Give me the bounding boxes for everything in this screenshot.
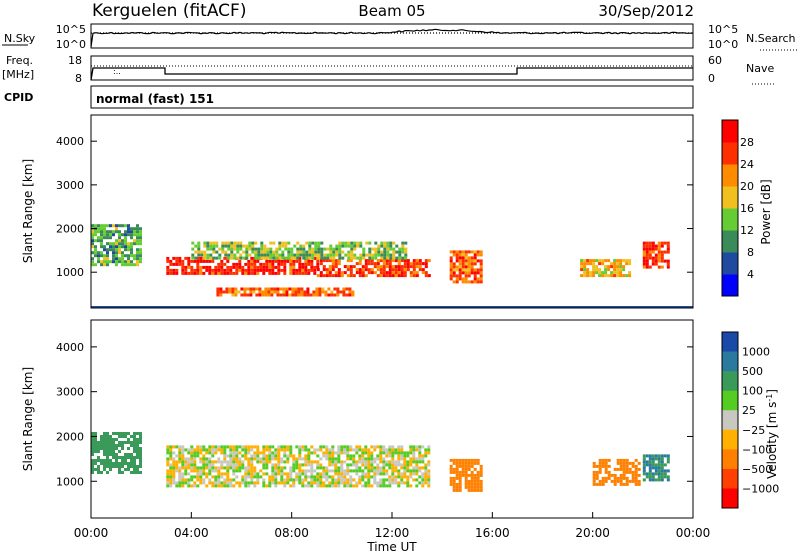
velocity-echo-region bbox=[592, 458, 641, 486]
power-colorbar-swatch bbox=[722, 252, 738, 275]
beam-title: Beam 05 bbox=[358, 2, 425, 20]
nave-label: Nave bbox=[746, 62, 774, 75]
velocity-ytick-label: 4000 bbox=[56, 341, 84, 354]
power-colorbar-tick: 28 bbox=[740, 136, 754, 149]
velocity-colorbar-swatch bbox=[722, 351, 738, 372]
power-colorbar-swatch bbox=[722, 142, 738, 165]
xtick-label: 00:00 bbox=[74, 526, 109, 540]
velocity-colorbar-swatch bbox=[722, 390, 738, 411]
freq-tick-right-bottom: 0 bbox=[708, 72, 715, 85]
velocity-colorbar-tick: 1000 bbox=[742, 346, 770, 359]
power-ytick-label: 2000 bbox=[56, 223, 84, 236]
power-colorbar-swatch bbox=[722, 120, 738, 143]
power-colorbar-swatch bbox=[722, 208, 738, 231]
velocity-echo-region bbox=[166, 445, 431, 488]
frequency-trace bbox=[90, 67, 693, 81]
xlabel: Time UT bbox=[366, 540, 417, 554]
power-ylabel: Slant Range [km] bbox=[21, 159, 35, 263]
velocity-ylabel: Slant Range [km] bbox=[21, 367, 35, 471]
power-colorbar: 4 8 12 16 20 24 28 bbox=[721, 119, 754, 297]
cpid-label: CPID bbox=[4, 91, 33, 104]
velocity-colorbar-swatch bbox=[722, 429, 738, 450]
velocity-ytick-label: 1000 bbox=[56, 475, 84, 488]
xtick-label: 20:00 bbox=[575, 526, 610, 540]
date-title: 30/Sep/2012 bbox=[598, 2, 694, 20]
velocity-colorbar-tick: 500 bbox=[742, 365, 763, 378]
velocity-panel: 1000 2000 3000 4000 00:00 04:00 08:00 12:00 16:0… bbox=[21, 319, 780, 554]
velocity-colorbar-tick: −100 bbox=[742, 443, 772, 456]
power-echo-region bbox=[642, 241, 670, 269]
power-ytick-label: 1000 bbox=[56, 266, 84, 279]
velocity-colorbar-tick: 25 bbox=[742, 404, 756, 417]
velocity-echo-region bbox=[91, 432, 142, 474]
power-colorbar-tick: 4 bbox=[747, 268, 754, 281]
velocity-colorbar-tick: −1000 bbox=[742, 482, 779, 495]
frequency-panel: :.. Freq. [MHz] 18 8 60 0 Nave bbox=[2, 54, 776, 85]
noise-tick-right-top: 10^5 bbox=[708, 23, 738, 36]
velocity-colorbar-swatch bbox=[722, 488, 738, 509]
power-echo-region bbox=[91, 224, 142, 267]
velocity-colorbar-tick: 100 bbox=[742, 385, 763, 398]
noise-tick-left-bottom: 10^0 bbox=[56, 38, 86, 51]
power-echo-region bbox=[449, 250, 483, 284]
power-colorbar-swatch bbox=[722, 230, 738, 253]
power-colorbar-swatch bbox=[722, 186, 738, 209]
power-colorbar-swatch bbox=[722, 164, 738, 187]
freq-tick-left-bottom: 8 bbox=[75, 72, 82, 85]
noise-panel: N.Sky 10^5 10^0 10^5 10^0 N.Search bbox=[2, 23, 798, 51]
velocity-colorbar-swatch bbox=[722, 449, 738, 470]
power-colorbar-swatch bbox=[722, 274, 738, 297]
power-echo-region bbox=[580, 259, 632, 278]
noise-tick-left-top: 10^5 bbox=[56, 23, 86, 36]
power-colorbar-tick: 20 bbox=[740, 180, 754, 193]
velocity-colorbar-tick: −25 bbox=[742, 424, 765, 437]
velocity-ytick-label: 3000 bbox=[56, 386, 84, 399]
velocity-colorbar-swatch bbox=[722, 410, 738, 431]
power-ytick-label: 4000 bbox=[56, 135, 84, 148]
velocity-ytick-label: 2000 bbox=[56, 430, 84, 443]
power-echo-layer bbox=[91, 224, 670, 297]
power-colorbar-tick: 12 bbox=[740, 224, 754, 237]
velocity-echo-region bbox=[642, 454, 670, 482]
xtick-label: 16:00 bbox=[475, 526, 510, 540]
power-colorbar-tick: 8 bbox=[747, 246, 754, 259]
velocity-colorbar-label: Velocity [m s-1] bbox=[765, 389, 780, 479]
power-panel: 1000 2000 3000 4000 Slant Range [km] 4 8 12 16… bbox=[21, 114, 773, 309]
station-title: Kerguelen (fitACF) bbox=[92, 1, 246, 21]
noise-tick-right-bottom: 10^0 bbox=[708, 38, 738, 51]
velocity-colorbar: 1000 500 100 25 −25 −100 −500 −1000 bbox=[721, 331, 779, 509]
velocity-colorbar-swatch bbox=[722, 468, 738, 489]
xtick-label: 08:00 bbox=[274, 526, 309, 540]
velocity-echo-layer bbox=[91, 432, 670, 492]
xtick-label: 00:00 bbox=[676, 526, 711, 540]
noise-sky-trace bbox=[90, 28, 694, 48]
velocity-colorbar-swatch bbox=[722, 371, 738, 392]
freq-tick-left-top: 18 bbox=[68, 54, 82, 67]
power-echo-region bbox=[216, 287, 355, 297]
freq-left-label-1: Freq. bbox=[6, 54, 33, 67]
cpid-value: normal (fast) 151 bbox=[96, 92, 214, 106]
xtick-label: 12:00 bbox=[375, 526, 410, 540]
power-ytick-label: 3000 bbox=[56, 179, 84, 192]
power-echo-region bbox=[316, 259, 431, 278]
velocity-colorbar-tick: −500 bbox=[742, 463, 772, 476]
power-echo-region bbox=[191, 241, 408, 260]
freq-noise-marks: :.. bbox=[113, 67, 121, 76]
power-colorbar-label: Power [dB] bbox=[759, 179, 773, 244]
power-colorbar-tick: 16 bbox=[740, 202, 754, 215]
xtick-label: 04:00 bbox=[174, 526, 209, 540]
velocity-colorbar-swatch bbox=[722, 332, 738, 353]
power-colorbar-tick: 24 bbox=[740, 158, 754, 171]
noise-left-label: N.Sky bbox=[4, 32, 36, 45]
freq-tick-right-top: 60 bbox=[708, 54, 722, 67]
noise-right-label: N.Search bbox=[746, 32, 796, 45]
freq-left-label-2: [MHz] bbox=[2, 68, 34, 81]
velocity-echo-region bbox=[449, 458, 483, 492]
